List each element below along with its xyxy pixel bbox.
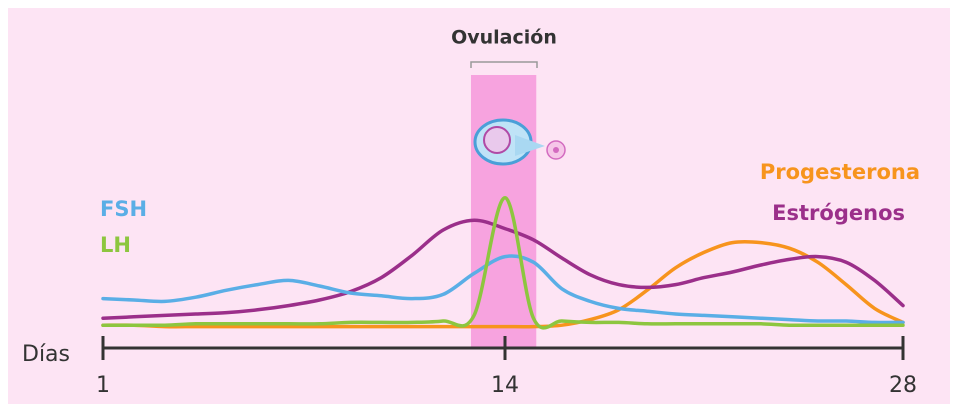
- x-tick-label: 1: [96, 373, 110, 398]
- x-tick-label: 28: [889, 373, 917, 398]
- legend-label: Estrógenos: [772, 201, 905, 225]
- legend-label: FSH: [100, 197, 147, 221]
- line-3: [101, 218, 905, 320]
- legend-label: LH: [100, 233, 131, 257]
- ovulation-label: Ovulación: [451, 27, 557, 49]
- line-1: [101, 196, 905, 330]
- x-axis-label: Días: [22, 342, 70, 367]
- ovulation-band: [470, 75, 537, 348]
- line-2: [101, 239, 905, 329]
- x-tick-label: 14: [491, 373, 519, 398]
- ovulation-bracket: [470, 61, 538, 68]
- ovum-icon: [473, 118, 566, 166]
- legend-label: Progesterona: [760, 160, 920, 184]
